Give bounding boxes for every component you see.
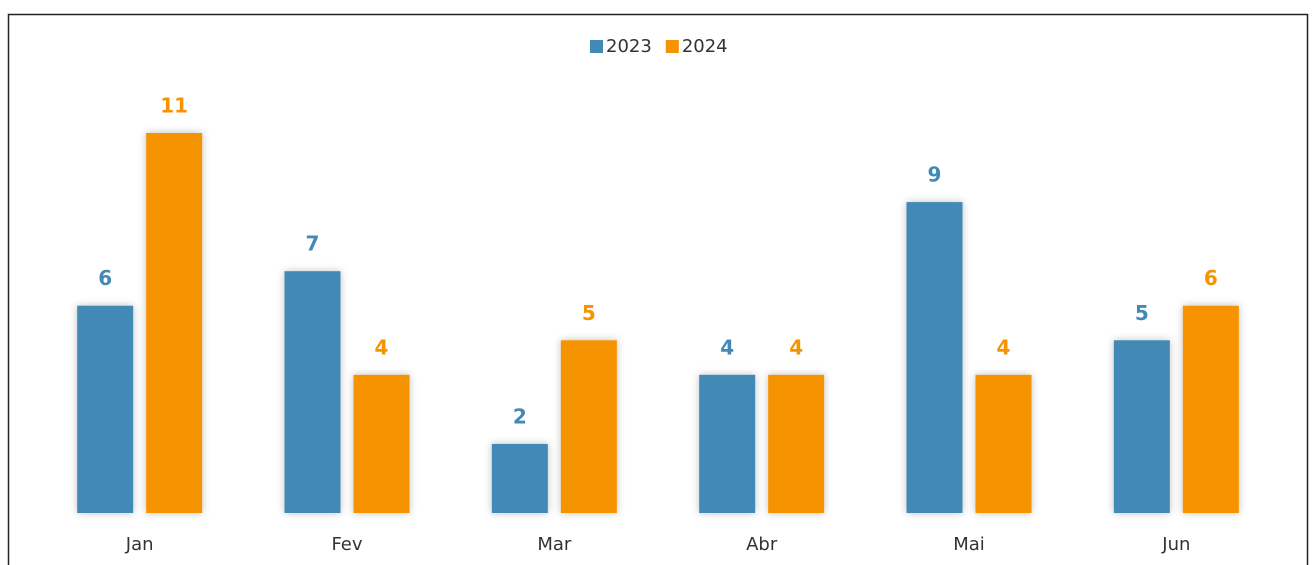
bar [768, 374, 825, 513]
legend-label: 2024 [682, 36, 728, 57]
bar [699, 374, 756, 513]
legend: 2023 2024 [590, 36, 728, 57]
data-label: 5 [1135, 301, 1149, 325]
legend-swatch [590, 40, 603, 53]
x-tick-label: Mai [953, 534, 985, 555]
x-tick-label: Abr [746, 534, 778, 555]
bar [146, 133, 203, 513]
bar [491, 443, 548, 513]
data-label: 4 [720, 335, 734, 359]
data-label: 7 [306, 232, 320, 256]
x-tick-label: Fev [331, 534, 362, 555]
x-tick-label: Jun [1161, 534, 1190, 555]
x-tick-label: Jan [125, 534, 154, 555]
data-label: 5 [582, 301, 596, 325]
bar [353, 374, 410, 513]
bar [906, 202, 963, 513]
bar [1182, 305, 1239, 513]
bar [284, 271, 341, 513]
data-label: 4 [375, 335, 389, 359]
data-label: 4 [789, 335, 803, 359]
data-label: 9 [928, 163, 942, 187]
data-label: 4 [997, 335, 1011, 359]
data-label: 6 [98, 266, 112, 290]
legend-label: 2023 [606, 36, 652, 57]
chart-frame [7, 13, 1309, 565]
data-label: 11 [160, 94, 188, 118]
bar [1113, 340, 1170, 513]
x-tick-label: Mar [537, 534, 572, 555]
bar [77, 305, 134, 513]
bar [560, 340, 617, 513]
data-label: 6 [1204, 266, 1218, 290]
legend-swatch [665, 40, 679, 53]
bar [975, 374, 1032, 513]
data-label: 2 [513, 404, 527, 428]
